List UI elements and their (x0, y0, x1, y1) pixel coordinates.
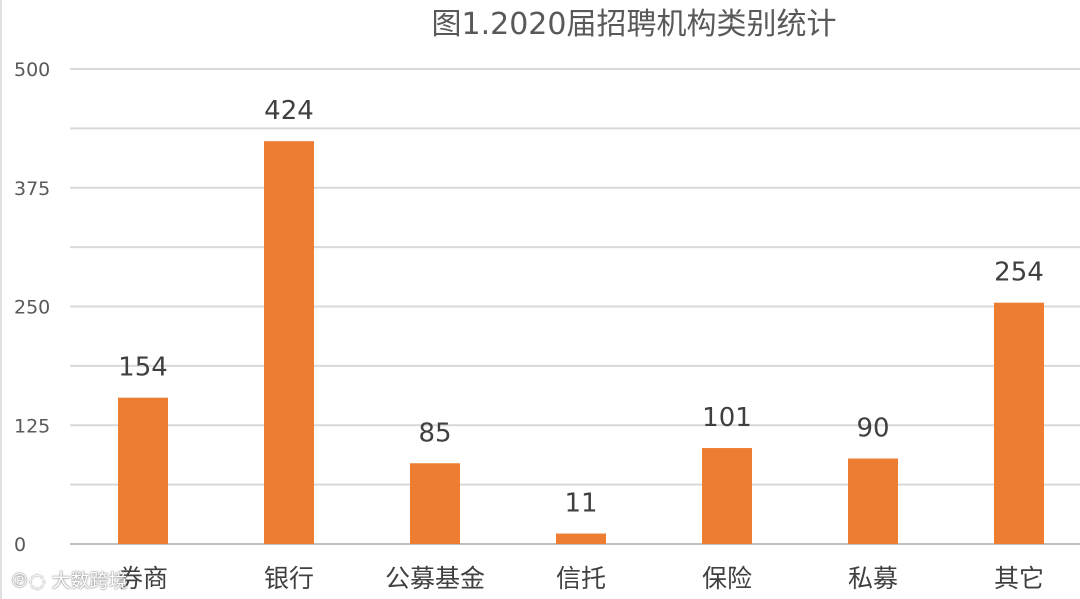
category-label: 公募基金 (385, 564, 485, 593)
category-label: 保险 (702, 564, 752, 593)
bars (118, 141, 1044, 544)
bar (410, 463, 460, 544)
bar (556, 533, 606, 544)
y-tick-label: 125 (14, 415, 50, 437)
gridlines (70, 68, 1080, 545)
data-label: 254 (994, 258, 1044, 288)
y-tick-label: 0 (14, 534, 26, 556)
watermark-logo-icon: ℗◌ (10, 570, 52, 592)
category-label: 信托 (556, 564, 606, 593)
data-label: 101 (702, 403, 752, 433)
y-tick-label: 375 (14, 178, 50, 200)
bar (264, 141, 314, 544)
data-label: 90 (856, 414, 889, 444)
chart-title: 图1.2020届招聘机构类别统计 (432, 7, 837, 42)
data-label: 11 (564, 489, 597, 519)
bar (994, 302, 1044, 544)
bar (848, 458, 898, 544)
category-label: 私募 (848, 564, 898, 593)
data-label: 85 (418, 418, 451, 448)
watermark-text: 大数跨境 (51, 570, 128, 592)
bar (118, 397, 168, 544)
data-label: 424 (264, 96, 314, 126)
bar (702, 448, 752, 544)
y-tick-label: 500 (14, 59, 50, 81)
y-tick-label: 250 (14, 297, 50, 319)
value-labels: 154 424 85 11 101 90 254 (118, 96, 1044, 518)
watermark: ℗◌ 大数跨境 (10, 566, 128, 593)
x-axis-category-labels: 券商 银行 公募基金 信托 保险 私募 其它 (118, 564, 1044, 593)
data-label: 154 (118, 353, 168, 383)
category-label: 银行 (264, 564, 314, 593)
category-label: 其它 (994, 564, 1044, 593)
y-axis-tick-labels: 0 125 250 375 500 (14, 59, 50, 556)
category-label: 券商 (118, 564, 168, 593)
